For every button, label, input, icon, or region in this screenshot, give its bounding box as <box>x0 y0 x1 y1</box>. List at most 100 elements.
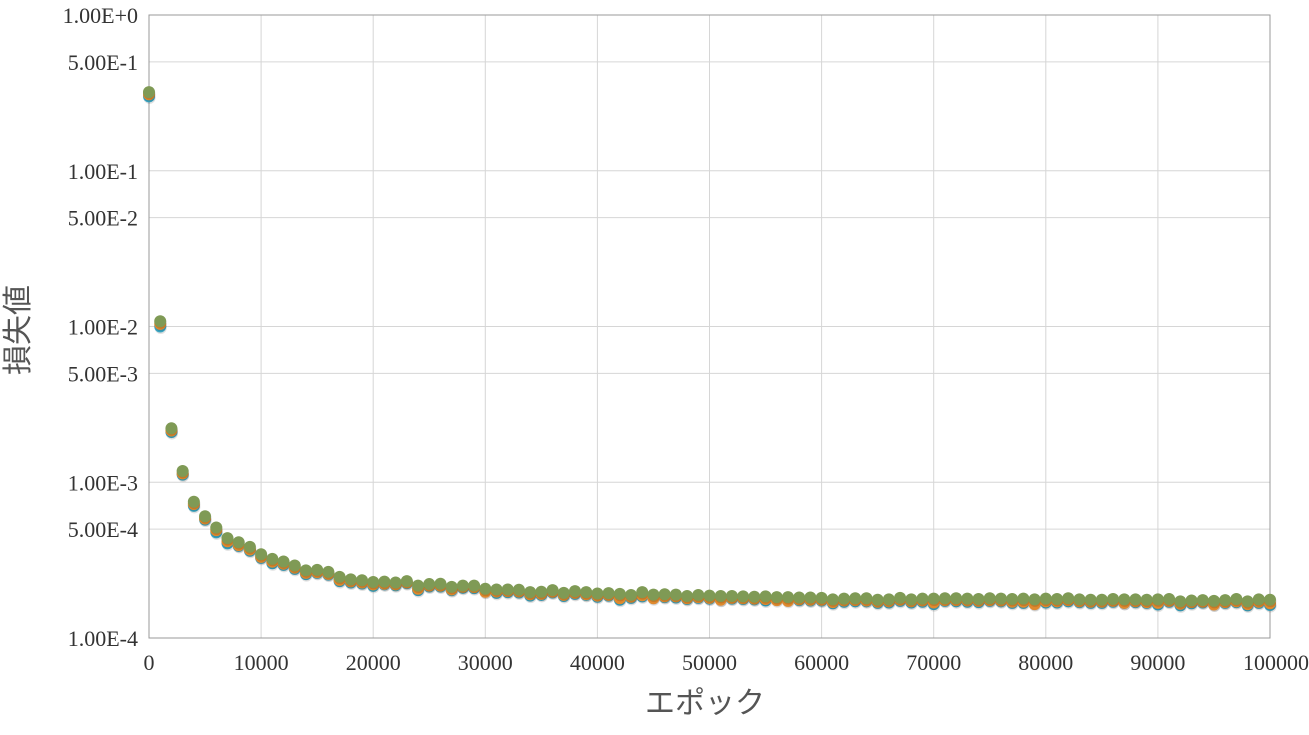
data-point <box>613 587 626 600</box>
data-point <box>950 592 963 605</box>
data-point <box>882 593 895 606</box>
data-point <box>725 590 738 603</box>
data-point <box>669 588 682 601</box>
data-point <box>367 575 380 588</box>
data-point <box>681 590 694 603</box>
data-point <box>591 587 604 600</box>
data-point <box>759 590 772 603</box>
data-point <box>154 315 167 328</box>
data-point <box>1006 592 1019 605</box>
data-point <box>871 593 884 606</box>
data-point <box>1051 592 1064 605</box>
data-point <box>580 586 593 599</box>
data-point <box>1028 593 1041 606</box>
y-tick-label: 1.00E-2 <box>68 315 138 340</box>
x-tick-label: 90000 <box>1130 650 1185 675</box>
data-point <box>826 593 839 606</box>
data-point <box>1140 593 1153 606</box>
data-point <box>412 579 425 592</box>
data-point <box>512 583 525 596</box>
data-point <box>434 577 447 590</box>
data-point <box>714 590 727 603</box>
data-point <box>1073 593 1086 606</box>
data-point <box>568 585 581 598</box>
data-points <box>143 86 1277 613</box>
y-tick-label: 1.00E+0 <box>63 3 138 28</box>
data-point <box>983 592 996 605</box>
data-point <box>535 585 548 598</box>
data-point <box>927 592 940 605</box>
data-point <box>557 586 570 599</box>
data-point <box>1196 594 1209 607</box>
data-point <box>1095 593 1108 606</box>
y-tick-label: 5.00E-2 <box>68 206 138 231</box>
data-point <box>1185 594 1198 607</box>
data-point <box>546 584 559 597</box>
x-tick-label: 30000 <box>458 650 513 675</box>
data-point <box>692 588 705 601</box>
x-tick-label: 20000 <box>346 650 401 675</box>
data-point <box>860 592 873 605</box>
data-point <box>199 510 212 523</box>
data-point <box>1039 592 1052 605</box>
data-point <box>479 582 492 595</box>
data-point <box>748 590 761 603</box>
y-tick-labels: 1.00E+0 5.00E-1 1.00E-1 5.00E-2 1.00E-2 5.00E… <box>63 3 138 651</box>
data-point <box>905 593 918 606</box>
data-point <box>647 588 660 601</box>
data-point <box>703 589 716 602</box>
data-point <box>288 559 301 572</box>
y-tick-label: 5.00E-3 <box>68 361 138 386</box>
data-point <box>961 592 974 605</box>
data-point <box>378 575 391 588</box>
data-point <box>423 578 436 591</box>
data-point <box>770 591 783 604</box>
x-axis-title: エポック <box>645 686 765 721</box>
x-tick-label: 100000 <box>1243 650 1309 675</box>
data-point <box>625 588 638 601</box>
data-point <box>1062 592 1075 605</box>
y-tick-label: 1.00E-4 <box>68 626 138 651</box>
x-tick-label: 60000 <box>794 650 849 675</box>
data-point <box>344 573 357 586</box>
data-point <box>1230 592 1243 605</box>
y-tick-label: 1.00E-1 <box>68 159 138 184</box>
data-point <box>389 576 402 589</box>
data-point <box>501 583 514 596</box>
data-point <box>1174 595 1187 608</box>
data-point <box>232 536 245 549</box>
data-point <box>815 591 828 604</box>
data-point <box>1129 593 1142 606</box>
data-point <box>636 586 649 599</box>
data-point <box>849 592 862 605</box>
series-3-points <box>143 86 1277 609</box>
x-tick-label: 40000 <box>570 650 625 675</box>
data-point <box>210 521 223 534</box>
x-tick-labels: 0 10000 20000 30000 40000 50000 60000 70000 8000… <box>144 650 1309 675</box>
data-point <box>804 591 817 604</box>
data-point <box>1118 593 1131 606</box>
data-point <box>658 588 671 601</box>
data-point <box>255 548 268 561</box>
data-point <box>299 564 312 577</box>
y-tick-label: 5.00E-1 <box>68 50 138 75</box>
data-point <box>894 591 907 604</box>
data-point <box>400 575 413 588</box>
data-point <box>1219 594 1232 607</box>
data-point <box>277 555 290 568</box>
data-point <box>972 592 985 605</box>
x-tick-label: 70000 <box>906 650 961 675</box>
data-point <box>445 580 458 593</box>
y-axis-title: 損失値 <box>1 285 36 375</box>
data-point <box>187 495 200 508</box>
data-point <box>1252 593 1265 606</box>
y-tick-label: 5.00E-4 <box>68 517 138 542</box>
data-point <box>165 422 178 435</box>
x-tick-label: 10000 <box>234 650 289 675</box>
data-point <box>602 587 615 600</box>
data-point <box>938 592 951 605</box>
data-point <box>781 591 794 604</box>
data-point <box>1241 595 1254 608</box>
data-point <box>311 563 324 576</box>
